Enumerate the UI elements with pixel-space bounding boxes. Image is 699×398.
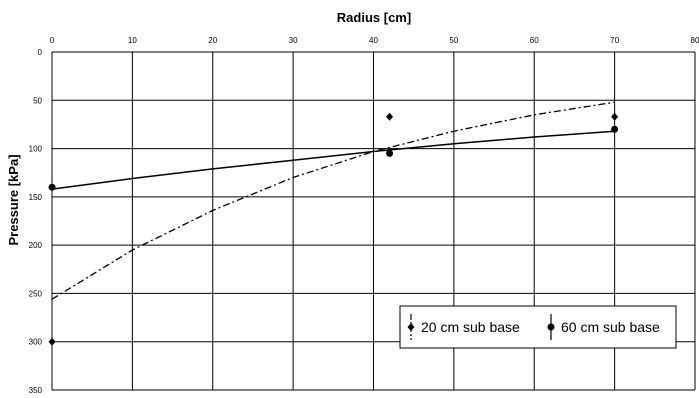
y-tick-label: 300: [29, 338, 43, 347]
y-tick-label: 350: [29, 386, 43, 395]
data-point-diamond: [611, 112, 619, 121]
x-tick-label: 60: [530, 36, 539, 45]
y-tick-labels: 0 50 100 150 200 250 300 350: [29, 48, 43, 395]
data-point-diamond: [407, 323, 415, 331]
trendlines: [51, 101, 615, 300]
y-tick-label: 250: [29, 289, 43, 298]
x-tick-labels: 0 10 20 30 40 50 60 70 80: [50, 36, 699, 45]
data-point-circle: [547, 323, 555, 331]
legend-label: 20 cm sub base: [421, 319, 520, 335]
data-point-diamond: [48, 337, 56, 346]
x-tick-label: 30: [289, 36, 298, 45]
legend-label: 60 cm sub base: [561, 319, 660, 335]
x-tick-label: 50: [449, 36, 458, 45]
trendline: [51, 101, 615, 300]
y-tick-label: 100: [29, 145, 43, 154]
x-tick-label: 40: [369, 36, 378, 45]
x-tick-label: 0: [50, 36, 55, 45]
y-tick-label: 0: [38, 48, 43, 57]
y-tick-label: 50: [33, 96, 42, 105]
data-points: [48, 112, 619, 346]
y-axis-title: Pressure [kPa]: [6, 154, 21, 245]
gridlines: [51, 51, 696, 391]
data-point-circle: [48, 183, 56, 191]
data-point-circle: [386, 149, 394, 157]
data-point-diamond: [386, 112, 394, 121]
x-tick-label: 10: [128, 36, 137, 45]
x-axis-title: Radius [cm]: [337, 10, 411, 25]
legend-box: [399, 305, 677, 349]
trendline: [51, 130, 615, 190]
x-tick-label: 20: [208, 36, 217, 45]
x-tick-label: 80: [691, 36, 699, 45]
legend: 20 cm sub base 60 cm sub base: [399, 305, 677, 349]
y-tick-label: 150: [29, 193, 43, 202]
x-tick-label: 70: [610, 36, 619, 45]
data-point-circle: [611, 125, 619, 133]
y-tick-label: 200: [29, 241, 43, 250]
